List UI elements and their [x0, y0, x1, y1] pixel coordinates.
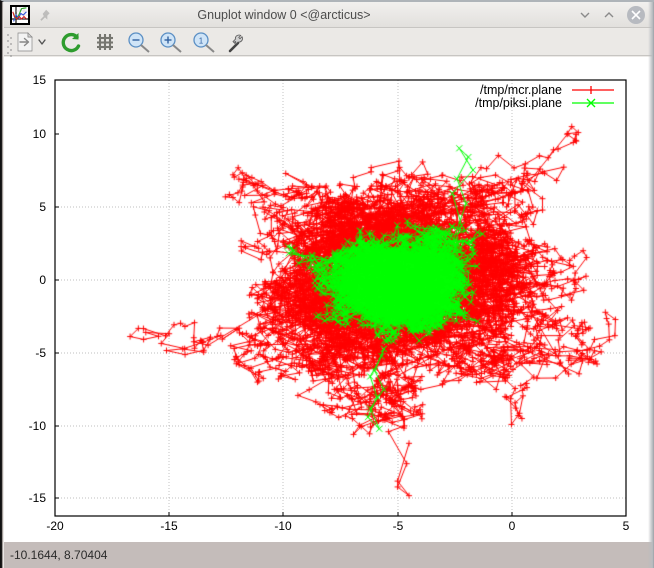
svg-text:1: 1 — [199, 37, 204, 46]
